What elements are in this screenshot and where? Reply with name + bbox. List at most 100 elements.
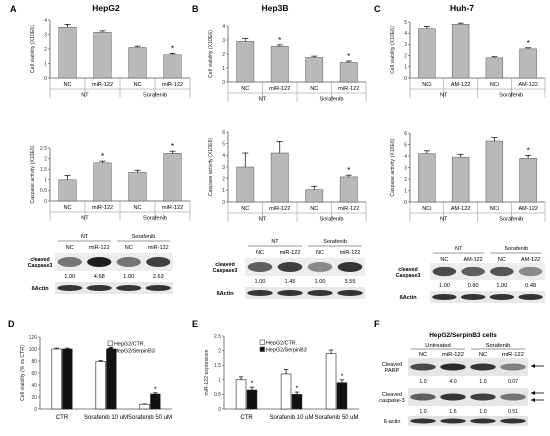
blot-quant-value: 1.0 [419, 379, 426, 385]
y-tick-label: 3 [44, 32, 47, 38]
band [489, 294, 515, 300]
chart-A-casp: 0 0.5 1 1.5 2 2.5 Caspase activity (X10E6) * * NC… [30, 142, 191, 222]
legend-swatch [107, 340, 113, 346]
y-tick-label: 60 [31, 371, 37, 377]
x-tick-label: NC [63, 82, 71, 88]
band [145, 285, 171, 291]
blot-quant-value: 1.0 [479, 409, 486, 415]
group-label: Sorafenib [320, 217, 344, 223]
band [460, 294, 486, 300]
bar [163, 153, 182, 202]
band [337, 262, 363, 272]
blot-group-label: NT [81, 234, 89, 240]
bar-ctr [325, 353, 337, 410]
blot-lane-label: miR-122 [442, 352, 464, 358]
chart-B-viab: 0 1 2 3 4 Cell viability (X10E6) * * NC miR-122 NC… [208, 24, 367, 103]
x-tick-label: Sorafenib 50 uM [128, 415, 172, 421]
y-tick-label: 120 [29, 335, 38, 341]
y-tick-label: 5 [404, 20, 407, 26]
group-label: Sorafenib [143, 93, 167, 99]
panel-letter-a: A [10, 4, 17, 14]
band [440, 418, 466, 424]
panel-title-a: HepG2 [92, 3, 120, 13]
y-tick-label: 4 [222, 153, 225, 159]
arrow-head-icon [531, 398, 535, 402]
x-tick-label: Sorafenib 10 uM [269, 415, 313, 421]
x-tick-label: miR-122 [269, 86, 290, 92]
y-tick-label: 1.5 [40, 167, 47, 173]
significance-star: * [296, 386, 299, 393]
y-tick-label: 2 [218, 348, 221, 354]
blot-lane-label: NC [479, 352, 487, 358]
y-axis-label: Caspase activity (X10E6) [390, 138, 396, 197]
blot-quant-value: 1.00 [123, 274, 134, 280]
y-tick-label: 2 [404, 177, 407, 183]
blot-quant-value: 1.00 [439, 283, 450, 289]
significance-star: * [101, 152, 104, 161]
x-tick-label: miR-122 [162, 82, 183, 88]
blot-quant-value: 1.00 [255, 279, 266, 285]
blot-membrane [430, 263, 545, 280]
blot-quant-value: 1.0 [419, 409, 426, 415]
y-tick-label: 3 [222, 38, 225, 44]
band [440, 363, 466, 371]
significance-star: * [251, 381, 254, 388]
blot-quant-value: 1.00 [315, 279, 326, 285]
blot-quant-value: 4.68 [94, 274, 105, 280]
y-tick-label: 5 [222, 141, 225, 147]
blot-lane-label: AM-122 [521, 257, 540, 263]
bar [485, 140, 504, 203]
blot-lane-label: NC [440, 257, 448, 263]
band [470, 363, 496, 371]
bar [451, 156, 470, 203]
y-tick-label: 2 [404, 53, 407, 59]
band [410, 393, 436, 401]
significance-star: * [171, 142, 174, 151]
bar-ctr [95, 361, 106, 410]
x-tick-label: NC [310, 86, 318, 92]
band [461, 266, 485, 277]
blot-quant-value: 1.45 [285, 279, 296, 285]
group-label: Sorafenib [499, 217, 523, 223]
band [307, 262, 333, 272]
x-tick-label: miR-122 [338, 206, 359, 212]
legend-label: HepG2/CTR. [114, 341, 145, 347]
blot-protein-label: Cleaved [382, 362, 402, 368]
y-tick-label: 1 [222, 188, 225, 194]
blot-membrane-actin [430, 291, 545, 303]
blot-lane-label: miR-122 [148, 245, 169, 251]
y-tick-label: 0 [222, 200, 225, 206]
group-label: NT [259, 97, 267, 103]
y-tick-label: 2 [44, 47, 47, 53]
blot-group-label: Untreated [425, 343, 450, 349]
blot-protein-label: cleaved [30, 257, 49, 263]
x-tick-label: miR-122 [338, 86, 359, 92]
y-tick-label: 0 [222, 80, 225, 86]
band [86, 285, 112, 291]
blot-quant-value: 2.63 [153, 274, 164, 280]
bar-serpinb3 [150, 393, 161, 410]
blot-group-label: NT [455, 246, 463, 252]
group-label: NT [259, 217, 267, 223]
blot-quant-value: 0.80 [468, 283, 479, 289]
blot-membrane-actin [245, 287, 365, 299]
y-axis-label: Caspase activity (X10E6) [208, 138, 214, 197]
bar-ctr [51, 348, 62, 410]
blot-quant-value: 0.07 [508, 379, 518, 385]
band [432, 294, 457, 300]
band [470, 393, 496, 401]
legend-swatch [259, 346, 265, 352]
charts-layer: 0 1 2 3 4 Cell viability (X10E6) * NC miR-122 NC m… [20, 18, 546, 421]
chart-C-casp: 0 1 2 3 4 5 6 Caspase activity (X10E6) * NCi AM-12… [390, 131, 546, 223]
y-tick-label: 1 [404, 65, 407, 71]
bar-ctr [139, 403, 150, 410]
blot-lane-label: miR-122 [89, 245, 110, 251]
chart-A-viab: 0 1 2 3 4 Cell viability (X10E6) * NC miR-122 NC m… [30, 18, 191, 99]
y-tick-label: 1 [222, 66, 225, 72]
y-tick-label: 0 [218, 407, 221, 413]
y-axis-label: Cell viability (% vs CTR) [20, 345, 26, 401]
x-tick-label: AM-122 [451, 82, 471, 88]
y-tick-label: 0.5 [214, 392, 221, 398]
group-label: NT [81, 93, 89, 99]
significance-star: * [341, 373, 344, 380]
